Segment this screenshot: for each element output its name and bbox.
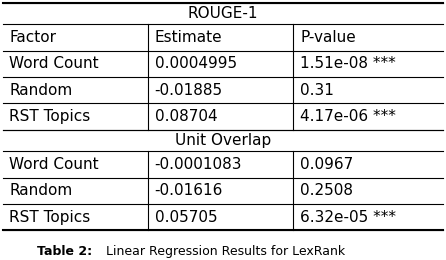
Text: 0.2508: 0.2508 xyxy=(300,183,353,198)
Text: Table 2:: Table 2: xyxy=(37,245,92,258)
Text: Random: Random xyxy=(9,183,73,198)
Text: Estimate: Estimate xyxy=(155,30,223,45)
Text: 6.32e-05 ***: 6.32e-05 *** xyxy=(300,210,396,225)
Text: 0.08704: 0.08704 xyxy=(155,109,217,124)
Text: 0.05705: 0.05705 xyxy=(155,210,217,225)
Text: -0.0001083: -0.0001083 xyxy=(155,157,242,172)
Text: -0.01616: -0.01616 xyxy=(155,183,223,198)
Text: -0.01885: -0.01885 xyxy=(155,83,223,98)
Text: 4.17e-06 ***: 4.17e-06 *** xyxy=(300,109,396,124)
Text: Linear Regression Results for LexRank: Linear Regression Results for LexRank xyxy=(102,245,345,258)
Text: RST Topics: RST Topics xyxy=(9,109,91,124)
Text: ROUGE-1: ROUGE-1 xyxy=(188,6,258,21)
Text: Random: Random xyxy=(9,83,73,98)
Text: Table 2: Linear Regression Results for LexRank: Table 2: Linear Regression Results for L… xyxy=(77,245,369,258)
Text: P-value: P-value xyxy=(300,30,356,45)
Text: Word Count: Word Count xyxy=(9,56,99,71)
Text: Factor: Factor xyxy=(9,30,56,45)
Text: Word Count: Word Count xyxy=(9,157,99,172)
Text: 0.31: 0.31 xyxy=(300,83,334,98)
Text: 1.51e-08 ***: 1.51e-08 *** xyxy=(300,56,396,71)
Text: 0.0004995: 0.0004995 xyxy=(155,56,237,71)
Text: Unit Overlap: Unit Overlap xyxy=(175,133,271,148)
Text: 0.0967: 0.0967 xyxy=(300,157,353,172)
Text: RST Topics: RST Topics xyxy=(9,210,91,225)
